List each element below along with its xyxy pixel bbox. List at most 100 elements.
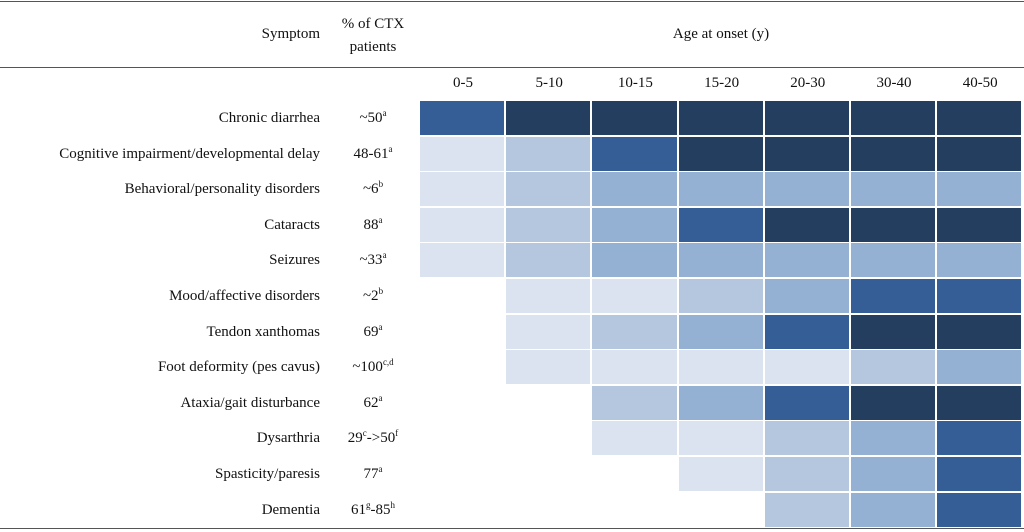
heatmap-cell	[678, 457, 763, 491]
heatmap-cell	[851, 492, 936, 527]
heatmap-cell	[678, 136, 763, 171]
heatmap-cell	[678, 314, 763, 349]
heatmap-cell	[937, 385, 1022, 420]
heatmap-cell	[506, 136, 591, 171]
heatmap-cell	[764, 136, 849, 171]
bottom-rule	[0, 528, 1024, 529]
heatmap-cell	[937, 350, 1022, 385]
symptom-label: Spasticity/paresis	[215, 466, 320, 482]
heatmap-cell	[506, 350, 591, 385]
heatmap-cell	[764, 350, 849, 385]
pct-value: 61g-85h	[351, 499, 395, 518]
heatmap-cell	[420, 136, 505, 171]
symptom-label: Mood/affective disorders	[169, 288, 320, 304]
heatmap-cell	[592, 136, 677, 171]
heatmap-cell	[764, 385, 849, 420]
pct-value: ~100c,d	[352, 357, 394, 376]
heatmap-cell	[678, 385, 763, 420]
pct-value: 88a	[363, 214, 383, 233]
age-group-label: 10-15	[617, 75, 653, 91]
symptom-label: Dysarthria	[256, 430, 320, 447]
heatmap-cell	[592, 350, 677, 385]
symptom-label: Foot deformity (pes cavus)	[157, 359, 320, 376]
heatmap-cell	[764, 492, 849, 527]
pct-value: ~33a	[359, 250, 387, 269]
heatmap-cell	[851, 385, 936, 420]
heatmap-cell	[506, 243, 591, 278]
heatmap-cell	[851, 172, 936, 207]
age-group-label: 15-20	[704, 75, 740, 91]
heatmap-cell	[764, 314, 849, 349]
heatmap-cell	[420, 243, 505, 278]
heatmap-cell	[678, 279, 763, 313]
heatmap-cell	[420, 207, 505, 242]
symptom-label: Cognitive impairment/developmental delay	[59, 145, 320, 162]
pct-value: 69a	[363, 321, 383, 340]
heatmap-cell	[764, 421, 849, 456]
heatmap-cell	[764, 457, 849, 491]
age-group-label: 30-40	[876, 75, 912, 91]
heatmap-cell	[592, 421, 677, 456]
heatmap-cell	[937, 136, 1022, 171]
symptom-label: Tendon xanthomas	[206, 323, 320, 340]
pct-value: 29c->50f	[347, 428, 399, 447]
heatmap-cell	[678, 421, 763, 456]
heatmap-cell	[764, 243, 849, 278]
heatmap-cell	[506, 314, 591, 349]
heatmap-cell	[851, 421, 936, 456]
heatmap-cell	[506, 207, 591, 242]
heatmap-cell	[851, 136, 936, 171]
heatmap-cell	[851, 457, 936, 491]
heatmap-cell	[937, 279, 1022, 313]
heatmap-cell	[678, 207, 763, 242]
heatmap-cell	[764, 101, 849, 135]
heatmap-cell	[937, 101, 1022, 135]
heatmap-cell	[592, 101, 677, 135]
symptom-label: Ataxia/gait disturbance	[180, 394, 320, 411]
heatmap-cell	[678, 172, 763, 207]
header-pct-line2: patients	[349, 39, 397, 55]
header-rule	[0, 67, 1024, 68]
pct-value: 77a	[363, 464, 383, 483]
header-symptom: Symptom	[261, 26, 320, 42]
heatmap-cell	[851, 279, 936, 313]
symptom-label: Behavioral/personality disorders	[124, 181, 320, 198]
heatmap-cell	[764, 279, 849, 313]
heatmap-cell	[678, 101, 763, 135]
pct-value: ~50a	[359, 108, 387, 127]
heatmap-cell	[506, 172, 591, 207]
heatmap-cell	[764, 172, 849, 207]
heatmap-cell	[592, 207, 677, 242]
age-group-label: 20-30	[790, 75, 826, 91]
heatmap-cell	[420, 101, 505, 135]
heatmap-cell	[506, 279, 591, 313]
heatmap-cell	[937, 314, 1022, 349]
header-age-title: Age at onset (y)	[672, 26, 770, 42]
age-group-label: 0-5	[453, 75, 473, 91]
heatmap-cell	[420, 172, 505, 207]
symptom-label: Dementia	[261, 501, 320, 518]
heatmap-cell	[851, 243, 936, 278]
top-rule	[0, 1, 1024, 2]
header-pct-line1: % of CTX	[341, 16, 405, 32]
heatmap-cell	[678, 243, 763, 278]
age-group-label: 40-50	[962, 75, 998, 91]
pct-value: 62a	[363, 392, 383, 411]
heatmap-cell	[937, 421, 1022, 456]
heatmap-cell	[851, 314, 936, 349]
symptom-label: Chronic diarrhea	[218, 110, 320, 126]
symptom-label: Cataracts	[264, 216, 320, 233]
pct-value: ~2b	[362, 286, 384, 305]
heatmap-cell	[851, 207, 936, 242]
age-group-label: 5-10	[535, 75, 563, 91]
pct-value: 48-61a	[353, 143, 393, 162]
heatmap-cell	[592, 279, 677, 313]
heatmap-cell	[937, 457, 1022, 491]
heatmap-cell	[592, 243, 677, 278]
heatmap-cell	[506, 101, 591, 135]
heatmap-cell	[764, 207, 849, 242]
heatmap-cell	[851, 350, 936, 385]
heatmap-cell	[592, 172, 677, 207]
heatmap-cell	[592, 314, 677, 349]
heatmap-cell	[937, 492, 1022, 527]
